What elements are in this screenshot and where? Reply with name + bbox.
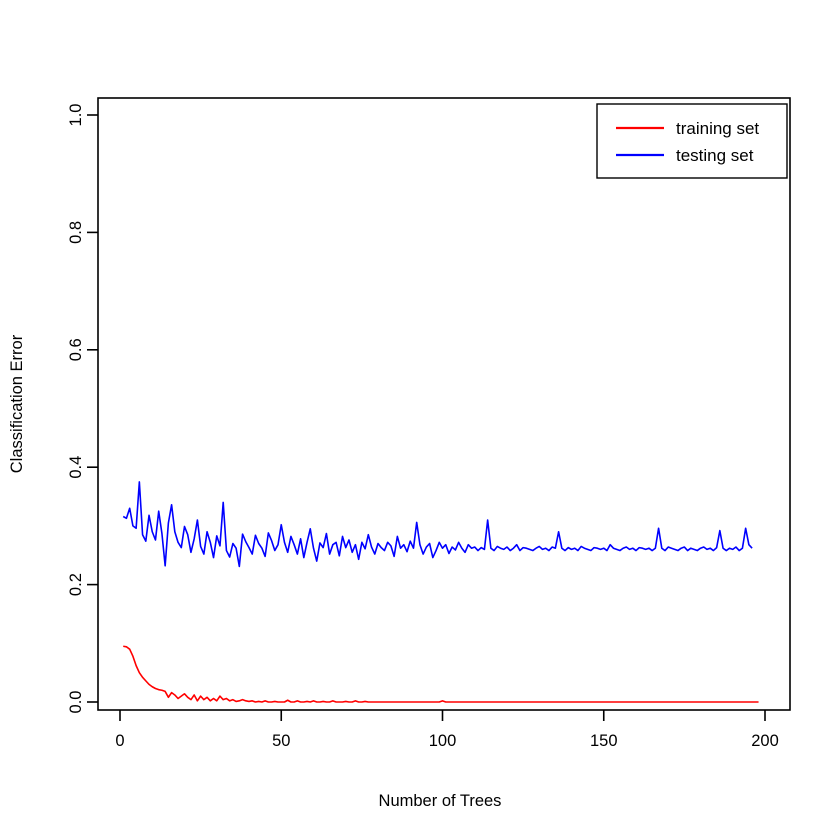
legend-label-training-set: training set bbox=[676, 119, 759, 138]
series-line-testing-set bbox=[122, 481, 753, 568]
plot-frame bbox=[97, 97, 791, 711]
y-tick-label: 0.2 bbox=[67, 573, 85, 596]
x-tick-label: 150 bbox=[590, 732, 618, 750]
series-line-training-set bbox=[123, 645, 759, 703]
x-tick-label: 0 bbox=[115, 732, 124, 750]
y-axis-title: Classification Error bbox=[8, 334, 26, 473]
x-axis-title: Number of Trees bbox=[379, 792, 502, 810]
y-tick-label: 0.8 bbox=[67, 221, 85, 244]
y-tick-label: 0.0 bbox=[67, 691, 85, 714]
legend: training set testing set bbox=[596, 103, 788, 179]
y-tick-label: 0.6 bbox=[67, 338, 85, 361]
x-tick-label: 200 bbox=[751, 732, 779, 750]
x-axis: 0 50 100 150 200 bbox=[115, 710, 779, 750]
y-tick-label: 1.0 bbox=[67, 104, 85, 127]
y-tick-label: 0.4 bbox=[67, 456, 85, 479]
x-tick-label: 100 bbox=[429, 732, 457, 750]
legend-label-testing-set: testing set bbox=[676, 146, 754, 165]
legend-box bbox=[596, 103, 788, 179]
y-axis: 0.0 0.2 0.4 0.6 0.8 1.0 bbox=[67, 104, 98, 714]
x-tick-label: 50 bbox=[272, 732, 290, 750]
series-group bbox=[122, 481, 759, 703]
